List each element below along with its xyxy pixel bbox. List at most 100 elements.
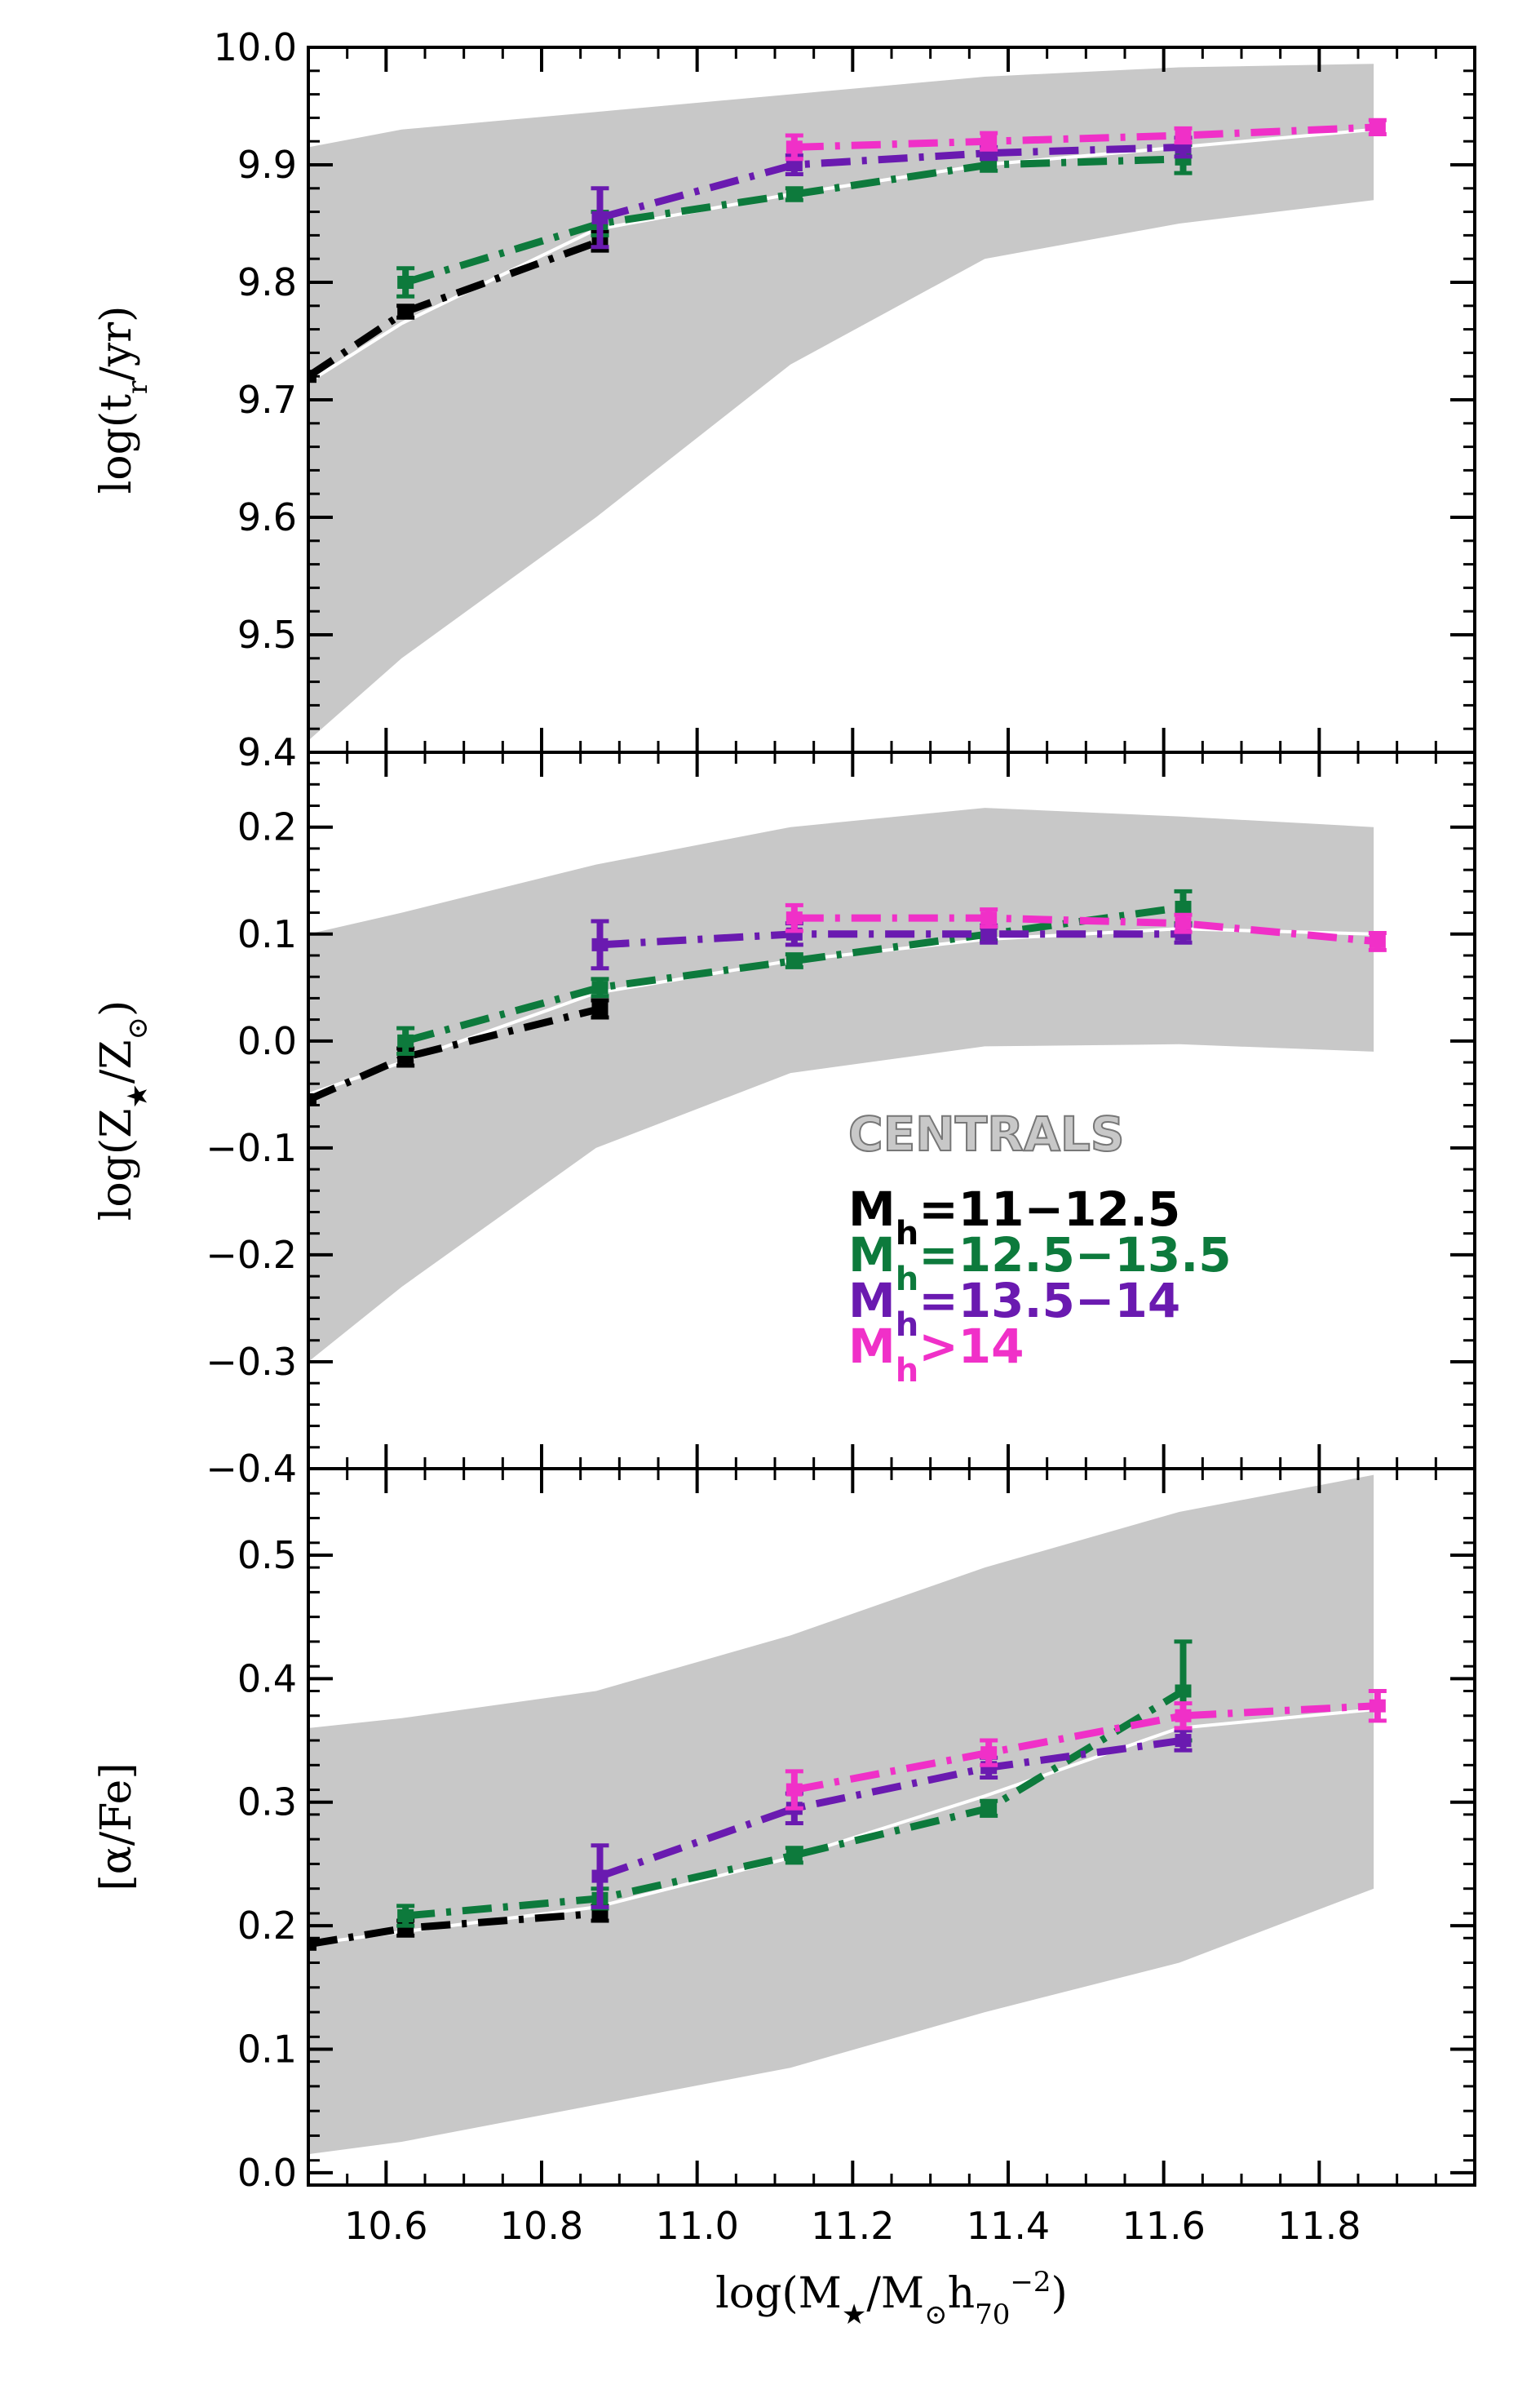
y-tick-label: 0.1 [237,912,297,956]
y-axis-label-part: log(t [92,394,141,494]
x-axis-label-part: 70 [975,2298,1010,2331]
y-tick-label: 0.2 [237,1904,297,1948]
y-tick-label: 0.2 [237,805,297,849]
data-point [591,1869,608,1883]
data-point [591,211,608,224]
plot-area [308,64,1387,741]
data-point [1369,120,1386,134]
data-point [591,1002,608,1016]
y-axis-label: log(tr/yr) [92,306,154,494]
panel-annotation-title: CENTRALS [848,1106,1125,1162]
x-tick-label: 10.6 [344,2204,427,2248]
panel-top: 9.4 9.5 9.6 9.7 9.8 9.9 10.0 log(tr/yr) [92,25,1476,774]
data-point [980,1746,998,1760]
legend-entry-prefix: M [848,1227,896,1283]
series-line [600,930,1184,949]
legend-entry-sub: h [896,1215,918,1252]
legend-entry-text: =12.5−13.5 [918,1227,1231,1283]
data-point [308,1093,316,1106]
scatter-band [308,808,1374,1362]
data-point [397,1034,414,1048]
y-tick-label: 0.5 [237,1533,297,1577]
data-point [785,1848,803,1862]
y-axis-label-part: ★ [122,1084,154,1108]
x-tick-label: 11.6 [1122,2204,1205,2248]
scatter-band [308,1474,1374,2155]
y-axis-label-part: ⊙ [122,1017,154,1040]
data-point [397,276,414,289]
panel-bottom: 0.0 0.1 0.2 0.3 0.4 0.5 [α/Fe] [92,1467,1476,2195]
data-point [980,135,998,148]
series-line [794,914,1378,946]
y-axis-label-part: log(Z [92,1109,141,1221]
plot-area [308,808,1387,1362]
legend-entry: Mh=11−12.5 [848,1181,1180,1252]
series-line [405,1687,1185,1920]
data-point [980,927,998,941]
plot-area [308,1474,1387,2155]
data-point [1175,1734,1192,1748]
series-line [599,1736,1184,1880]
data-point [1369,934,1386,948]
series-line [404,155,1184,286]
data-point [591,981,608,995]
data-point [785,911,803,925]
data-point [1175,1684,1192,1698]
legend-entry-text: =11−12.5 [918,1181,1180,1237]
series-line [599,143,1184,222]
data-point [785,188,803,201]
panel-middle: −0.4 −0.3 −0.2 −0.1 0.0 0.1 0.2 log(Z★/Z⊙) [92,751,1476,1491]
x-axis-label: log(M★/M⊙h70−2) [715,2266,1068,2331]
data-point [1369,1699,1386,1713]
y-tick-label: 9.7 [237,378,297,422]
x-axis-label-part: ) [1051,2269,1068,2318]
y-tick-label: −0.2 [206,1233,297,1277]
y-tick-label: 10.0 [214,25,297,69]
series-3 [591,1728,1193,1909]
y-axis-label-part: /Z [92,1040,141,1084]
x-tick-label: 10.8 [500,2204,583,2248]
data-point [980,911,998,925]
data-point [1175,916,1192,930]
x-axis-label-part: log(M [715,2269,842,2318]
y-axis-label: [α/Fe] [92,1762,141,1891]
y-tick-label: 0.4 [237,1656,297,1700]
x-tick-label: 11.2 [811,2204,894,2248]
data-point [980,158,998,171]
y-tick-label: 9.4 [237,730,297,774]
series-line [308,1005,601,1104]
y-tick-label: 0.0 [237,2151,297,2195]
y-tick-label: −0.3 [206,1340,297,1384]
y-tick-label: 0.0 [237,1019,297,1063]
legend-entry-sub: h [896,1306,918,1344]
y-tick-label: 9.9 [237,143,297,187]
y-tick-label: 9.8 [237,260,297,304]
legend-entry-text: =13.5−14 [918,1273,1180,1328]
y-axis-label-part: /yr) [92,306,141,381]
y-tick-label: 9.6 [237,495,297,539]
x-axis-label-part: /M [866,2269,924,2318]
data-point [1175,129,1192,142]
y-axis-label-part: r [122,380,154,394]
x-axis-label-part: −2 [1010,2266,1051,2298]
data-point [1175,1709,1192,1722]
x-axis-label-part: ★ [842,2298,866,2331]
x-tick-label: 11.4 [967,2204,1050,2248]
series-4 [785,1688,1387,1811]
legend-entry: Mh=13.5−14 [848,1273,1180,1344]
legend-entry-prefix: M [848,1181,896,1237]
y-axis-label-part: ) [92,1000,141,1017]
y-tick-label: 0.1 [237,2027,297,2071]
legend-entry: Mh>14 [848,1319,1024,1390]
data-point [397,1908,414,1922]
series-3 [591,135,1193,250]
y-tick-label: −0.1 [206,1126,297,1170]
data-point [980,1802,998,1815]
data-point [785,140,803,154]
legend-entry-sub: h [896,1352,918,1390]
series-line [794,123,1378,151]
y-tick-label: 9.5 [237,613,297,657]
series-1 [308,998,609,1106]
data-point [785,158,803,171]
